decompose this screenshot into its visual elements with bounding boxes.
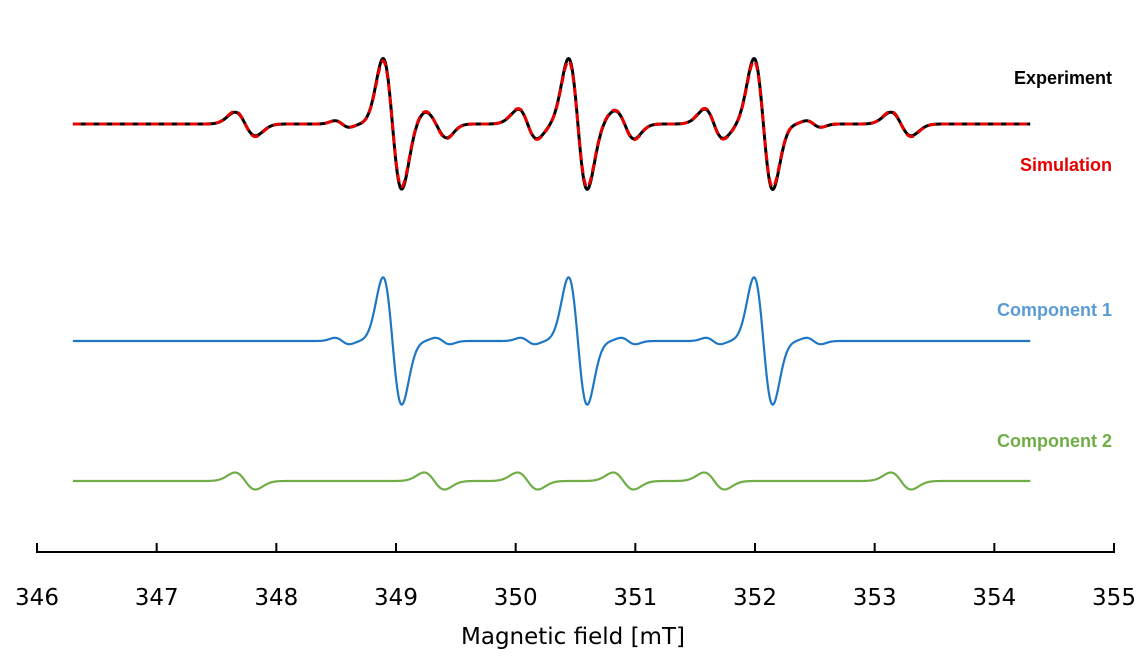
component-2-line bbox=[72, 471, 1031, 491]
x-tick-label: 346 bbox=[15, 585, 59, 611]
x-tick-label: 355 bbox=[1092, 585, 1136, 611]
x-tick-label: 352 bbox=[733, 585, 777, 611]
x-tick-label: 348 bbox=[254, 585, 298, 611]
legend-component-1: Component 1 bbox=[997, 300, 1112, 320]
legend-component-2: Component 2 bbox=[997, 431, 1112, 451]
simulation-line bbox=[72, 59, 1032, 189]
x-axis: 346 347 348 349 350 351 352 353 354 355 bbox=[15, 543, 1136, 611]
series-labels: Experiment Simulation Component 1 Compon… bbox=[997, 68, 1112, 451]
spectrum-traces bbox=[72, 57, 1032, 491]
x-tick-label: 353 bbox=[853, 585, 897, 611]
x-tick-label: 350 bbox=[494, 585, 538, 611]
x-axis-title: Magnetic field [mT] bbox=[461, 624, 685, 650]
x-tick-label: 354 bbox=[972, 585, 1016, 611]
x-tick-label: 351 bbox=[613, 585, 657, 611]
legend-experiment: Experiment bbox=[1014, 68, 1112, 88]
x-tick-label: 349 bbox=[374, 585, 418, 611]
component-1-line bbox=[72, 276, 1031, 406]
legend-simulation: Simulation bbox=[1020, 155, 1112, 175]
x-tick-label: 347 bbox=[135, 585, 179, 611]
